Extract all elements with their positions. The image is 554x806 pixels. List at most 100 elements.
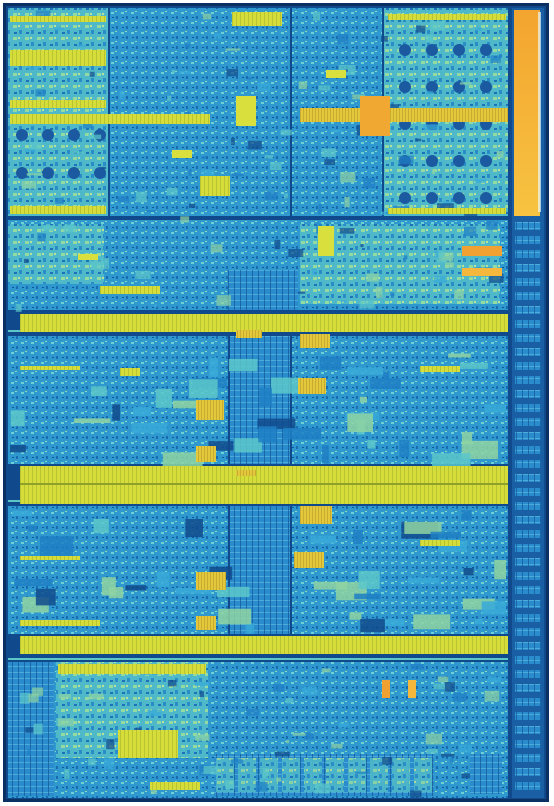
logic-cell	[112, 404, 121, 421]
cache-bar	[420, 540, 460, 546]
hot-region	[462, 268, 502, 276]
io-cell	[515, 726, 541, 734]
io-cell	[515, 418, 541, 426]
logic-cell	[35, 10, 51, 21]
logic-cell	[63, 224, 77, 233]
register-file	[300, 334, 330, 348]
logic-cell	[433, 683, 451, 690]
logic-cell	[234, 438, 262, 453]
logic-cell	[363, 178, 376, 189]
logic-cell	[321, 148, 336, 158]
cache-bar	[232, 12, 282, 26]
logic-cell	[119, 90, 125, 100]
l3-cache-slice	[20, 636, 508, 654]
logic-cell	[312, 11, 321, 21]
logic-cell	[166, 187, 178, 196]
logic-cell	[231, 173, 244, 177]
execution-unit-cell	[426, 44, 438, 56]
logic-cell	[153, 304, 158, 308]
cache-bar	[420, 366, 460, 372]
logic-cell	[313, 581, 348, 590]
logic-cell	[73, 151, 84, 154]
logic-cell	[344, 69, 348, 72]
logic-cell	[35, 89, 46, 97]
logic-cell	[29, 141, 42, 150]
logic-cell	[21, 180, 36, 189]
logic-cell	[304, 732, 314, 740]
logic-cell	[24, 149, 36, 153]
logic-cell	[450, 757, 454, 765]
logic-cell	[410, 664, 424, 670]
cache-bar	[118, 730, 178, 758]
logic-cell	[12, 510, 33, 517]
logic-cell	[474, 179, 487, 183]
logic-cell	[184, 43, 191, 48]
logic-cell	[494, 559, 506, 580]
execution-unit-cell	[16, 129, 28, 141]
logic-cell	[54, 27, 65, 31]
logic-cell	[403, 255, 408, 260]
logic-cell	[257, 82, 271, 92]
phy-block	[470, 754, 502, 794]
logic-cell	[484, 690, 500, 702]
logic-cell	[35, 588, 56, 606]
logic-cell	[314, 783, 330, 794]
logic-cell	[231, 759, 244, 764]
cache-bar	[236, 96, 256, 126]
io-cell	[515, 544, 541, 552]
cache-bar	[300, 108, 508, 122]
logic-cell	[359, 396, 368, 403]
register-file	[196, 572, 226, 590]
execution-unit-cell	[16, 167, 28, 179]
logic-cell	[425, 733, 442, 745]
io-cell	[515, 656, 541, 664]
logic-cell	[26, 173, 43, 176]
cache-bar	[100, 286, 160, 294]
logic-cell	[459, 362, 488, 369]
logic-cell	[288, 248, 304, 257]
logic-cell	[382, 371, 390, 380]
logic-cell	[93, 518, 109, 534]
logic-cell	[178, 71, 191, 74]
logic-cell	[272, 684, 285, 692]
logic-cell	[339, 228, 355, 234]
logic-cell	[118, 196, 130, 203]
logic-cell	[201, 169, 215, 176]
logic-cell	[270, 162, 282, 171]
logic-cell	[292, 732, 306, 736]
io-cell	[515, 740, 541, 748]
logic-cell	[337, 33, 349, 45]
register-file	[300, 506, 332, 524]
io-cell	[515, 306, 541, 314]
logic-cell	[453, 692, 467, 702]
io-cell	[515, 628, 541, 636]
logic-cell	[264, 191, 278, 200]
logic-cell	[404, 521, 442, 534]
logic-cell	[146, 210, 156, 213]
logic-cell	[28, 693, 39, 703]
logic-cell	[262, 768, 269, 779]
cache-bar	[20, 366, 80, 370]
logic-cell	[55, 197, 64, 204]
logic-cell	[448, 353, 471, 358]
logic-cell	[89, 71, 95, 77]
execution-unit-cell	[453, 192, 465, 204]
io-cell	[515, 376, 541, 384]
hot-region	[360, 96, 390, 136]
cache-bar	[10, 16, 106, 22]
logic-cell	[259, 388, 272, 407]
die-cache-stripes	[10, 12, 508, 794]
logic-cell	[475, 27, 482, 31]
logic-cell	[433, 275, 447, 283]
logic-cell	[189, 379, 218, 399]
logic-cell	[413, 614, 451, 630]
logic-cell	[474, 618, 483, 625]
logic-cell	[185, 519, 203, 538]
logic-cell	[425, 91, 434, 95]
io-cell	[515, 222, 541, 230]
logic-cell	[167, 95, 172, 102]
logic-cell	[255, 782, 268, 792]
logic-cell	[106, 739, 115, 750]
logic-cell	[297, 291, 306, 294]
